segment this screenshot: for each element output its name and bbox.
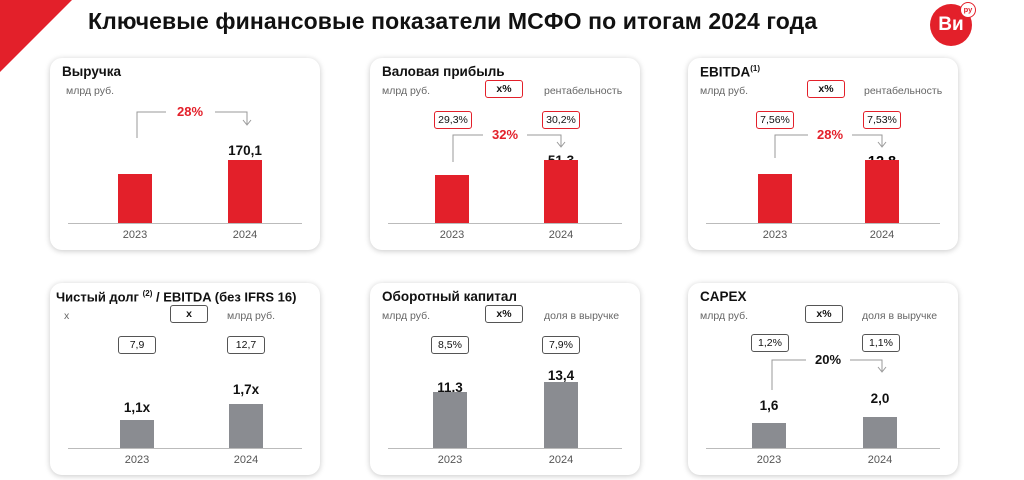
growth-label: 28% <box>816 127 844 142</box>
card-title: Выручка <box>62 64 121 79</box>
card-title-text: EBITDA <box>700 64 751 80</box>
ratio-2023: 8,5% <box>431 336 469 354</box>
ratio-legend-box: x% <box>805 305 843 323</box>
unit-label: млрд руб. <box>700 85 749 97</box>
growth-label: 28% <box>176 104 204 119</box>
unit-label: x <box>64 310 70 322</box>
ratio-legend-label: рентабельность <box>864 85 943 97</box>
ratio-legend-box: x% <box>485 305 523 323</box>
bar-value-2023: 11,3 <box>437 380 463 395</box>
x-tick-2024: 2024 <box>233 454 259 466</box>
ratio-2024: 7,53% <box>863 111 901 129</box>
x-tick-2023: 2023 <box>122 229 148 241</box>
bar-2023 <box>752 423 786 448</box>
page-title: Ключевые финансовые показатели МСФО по и… <box>88 8 818 34</box>
unit-label: млрд руб. <box>382 310 431 322</box>
bar-2024 <box>228 160 262 223</box>
card-working-capital: Оборотный капитал млрд руб. x% доля в вы… <box>370 283 640 475</box>
growth-connector <box>774 134 887 158</box>
logo-badge: ру <box>960 2 976 18</box>
ratio-2024: 1,1% <box>862 334 900 352</box>
growth-connector <box>136 111 252 138</box>
ratio-2024: 30,2% <box>542 111 580 129</box>
card-revenue: Выручка млрд руб. 28% 132,8 170,1 2023 2… <box>50 58 320 250</box>
bar-value-2023: 1,6 <box>759 398 779 413</box>
bar-2023 <box>758 174 792 223</box>
card-title: CAPEX <box>700 289 747 304</box>
card-capex: CAPEX млрд руб. x% доля в выручке 1,2% 1… <box>688 283 958 475</box>
ratio-legend-box: x% <box>485 80 523 98</box>
card-title-suffix: / EBITDA (без IFRS 16) <box>156 289 297 305</box>
bar-2024 <box>863 417 897 448</box>
footnote-ref: (2) <box>142 289 153 298</box>
ratio-2023: 7,56% <box>756 111 794 129</box>
ratio-legend-box: x% <box>807 80 845 98</box>
x-tick-2024: 2024 <box>867 454 893 466</box>
bar-2023 <box>435 175 469 223</box>
x-axis <box>388 223 622 224</box>
x-tick-2023: 2023 <box>124 454 150 466</box>
ratio-2024: 12,7 <box>227 336 265 354</box>
x-axis <box>706 448 940 449</box>
x-axis <box>388 448 622 449</box>
bar-value-2024: 170,1 <box>228 143 262 158</box>
unit-label: млрд руб. <box>382 85 431 97</box>
bar-2023 <box>433 392 467 448</box>
ratio-2023: 29,3% <box>434 111 472 129</box>
x-tick-2023: 2023 <box>437 454 463 466</box>
card-title: EBITDA(1) <box>700 64 760 80</box>
card-title: Оборотный капитал <box>382 289 517 304</box>
footnote-ref: (1) <box>750 64 761 73</box>
bar-value-2024: 13,4 <box>547 368 575 383</box>
ratio-legend-label: млрд руб. <box>227 310 276 322</box>
bar-value-2024: 2,0 <box>870 391 890 406</box>
bar-value-2024: 1,7x <box>232 382 260 397</box>
x-tick-2023: 2023 <box>756 454 782 466</box>
growth-label: 20% <box>814 352 842 367</box>
card-title: Валовая прибыль <box>382 64 505 79</box>
x-axis <box>706 223 940 224</box>
ratio-2023: 7,9 <box>118 336 156 354</box>
ratio-2023: 1,2% <box>751 334 789 352</box>
card-gross-profit: Валовая прибыль млрд руб. x% рентабельно… <box>370 58 640 250</box>
card-net-debt: Чистый долг (2) / EBITDA (без IFRS 16) x… <box>50 283 320 475</box>
bar-2024 <box>865 160 899 223</box>
x-tick-2024: 2024 <box>548 229 574 241</box>
ratio-legend-label: доля в выручке <box>544 310 620 322</box>
x-tick-2023: 2023 <box>439 229 465 241</box>
card-title: Чистый долг (2) / EBITDA (без IFRS 16) <box>56 289 296 304</box>
ratio-legend-label: рентабельность <box>544 85 623 97</box>
growth-label: 32% <box>491 127 519 142</box>
growth-connector <box>771 359 887 390</box>
x-tick-2024: 2024 <box>869 229 895 241</box>
ratio-legend-label: доля в выручке <box>862 310 938 322</box>
bar-2023 <box>120 420 154 448</box>
x-tick-2024: 2024 <box>548 454 574 466</box>
bar-2024 <box>229 404 263 448</box>
x-axis <box>68 223 302 224</box>
bar-2024 <box>544 160 578 223</box>
card-ebitda: EBITDA(1) млрд руб. x% рентабельность 7,… <box>688 58 958 250</box>
card-title-text: Чистый долг <box>56 289 139 305</box>
growth-connector <box>452 134 566 162</box>
bar-value-2023: 1,1x <box>123 400 151 415</box>
ratio-legend-box: x <box>170 305 208 323</box>
x-axis <box>68 448 302 449</box>
bar-2023 <box>118 174 152 223</box>
logo-text: Ви <box>938 14 964 35</box>
bar-2024 <box>544 382 578 448</box>
x-tick-2024: 2024 <box>232 229 258 241</box>
ratio-2024: 7,9% <box>542 336 580 354</box>
x-tick-2023: 2023 <box>762 229 788 241</box>
unit-label: млрд руб. <box>700 310 749 322</box>
unit-label: млрд руб. <box>66 85 115 97</box>
